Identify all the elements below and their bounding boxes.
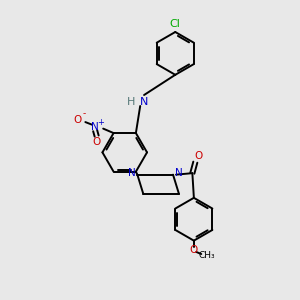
Text: -: - <box>82 110 86 118</box>
Text: O: O <box>92 137 101 147</box>
Text: Cl: Cl <box>170 19 181 29</box>
Text: H: H <box>127 97 135 107</box>
Text: N: N <box>175 168 182 178</box>
Text: CH₃: CH₃ <box>199 251 215 260</box>
Text: O: O <box>194 151 202 161</box>
Text: O: O <box>74 115 82 125</box>
Text: N: N <box>128 168 136 178</box>
Text: O: O <box>189 245 197 255</box>
Text: N: N <box>140 97 148 107</box>
Text: +: + <box>97 118 104 127</box>
Text: N: N <box>91 122 99 132</box>
